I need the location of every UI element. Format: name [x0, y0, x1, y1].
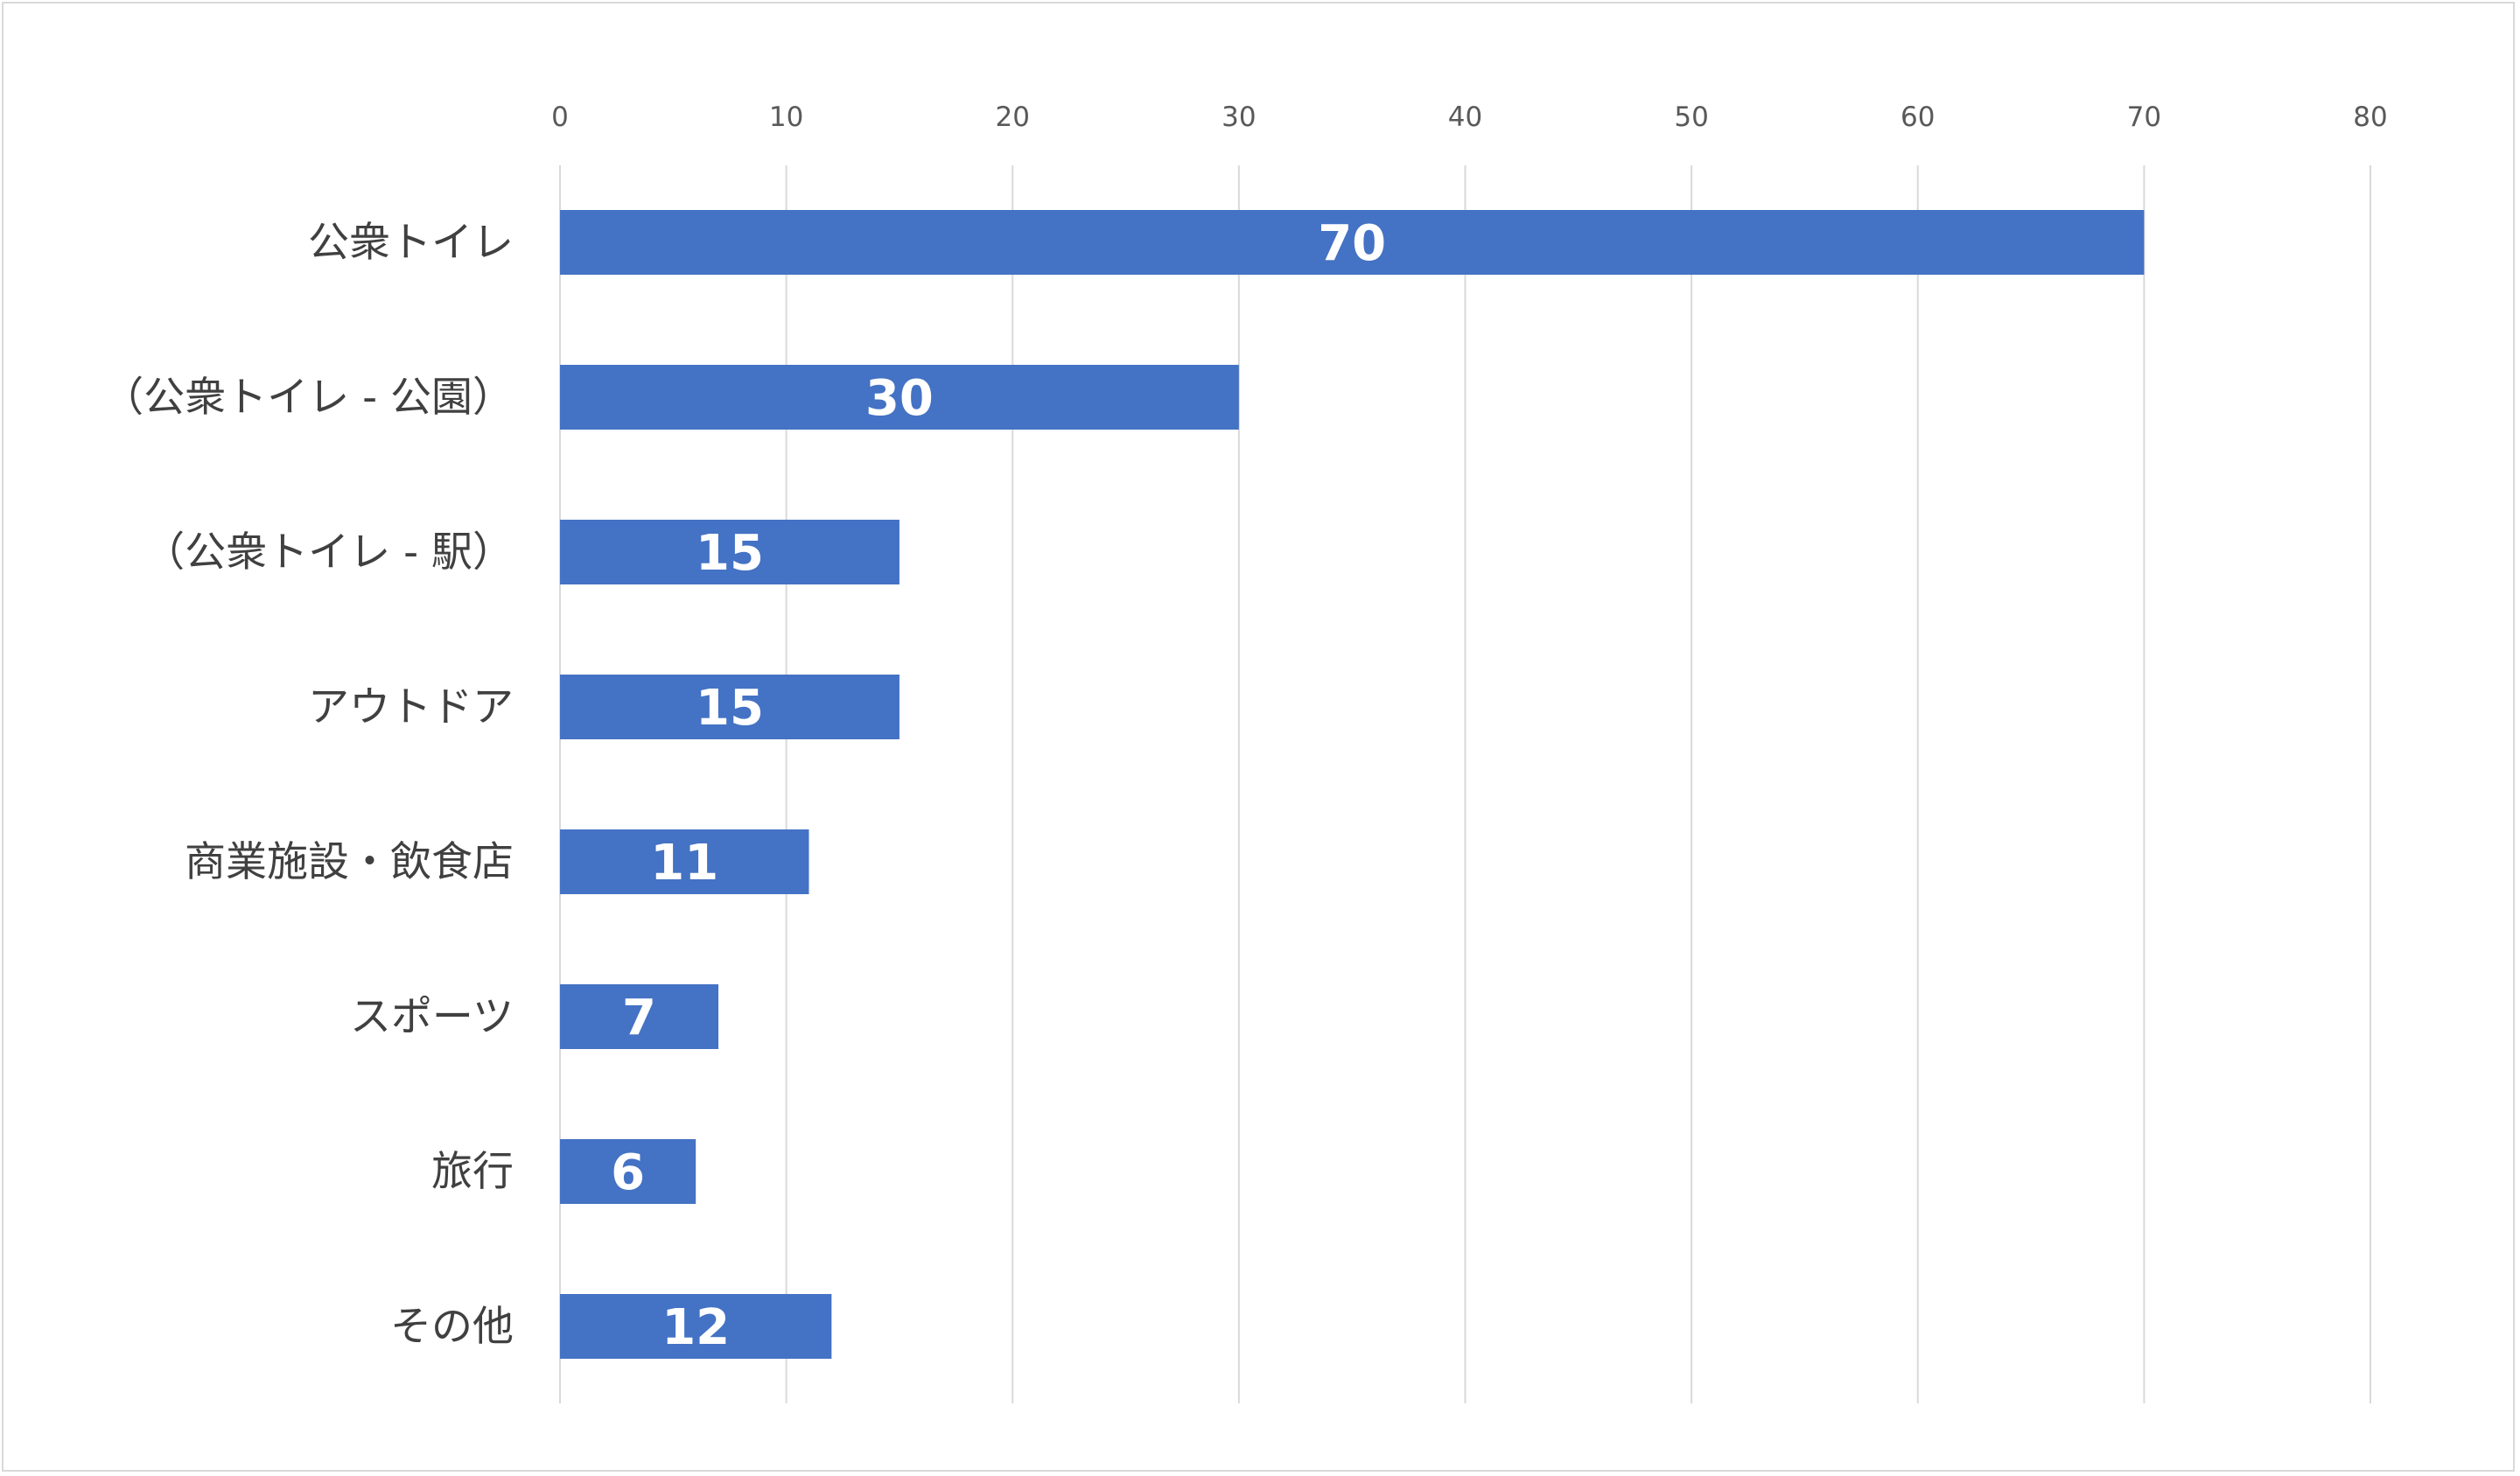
x-tick-label: 40: [1448, 101, 1482, 133]
x-tick-label: 60: [1900, 101, 1935, 133]
x-tick-label: 80: [2353, 101, 2387, 133]
x-axis-ticks: 0 10 20 30 40 50 60 70 80: [551, 101, 2388, 133]
data-label: 70: [1318, 215, 1386, 272]
category-label: （公衆トイレ - 駅）: [144, 528, 514, 577]
category-label: その他: [390, 1303, 514, 1351]
x-tick-label: 20: [996, 101, 1030, 133]
x-tick-label: 70: [2127, 101, 2161, 133]
category-label: 商業施設・飲食店: [185, 838, 514, 886]
data-label: 7: [622, 990, 656, 1046]
x-tick-label: 0: [551, 101, 569, 133]
bar: [560, 984, 719, 1049]
category-label: 旅行: [431, 1148, 514, 1196]
data-label: 30: [865, 370, 934, 427]
bar: [560, 365, 1239, 430]
bar: [560, 210, 2145, 275]
x-tick-label: 50: [1674, 101, 1708, 133]
bar: [560, 675, 900, 739]
data-label: 15: [696, 525, 764, 582]
bar: [560, 1139, 696, 1204]
bar: [560, 829, 809, 894]
category-label: アウトドア: [308, 683, 514, 731]
gridlines: [559, 165, 2371, 1403]
bar: [560, 1294, 832, 1359]
x-tick-label: 30: [1222, 101, 1256, 133]
x-tick-label: 10: [769, 101, 803, 133]
data-label: 6: [611, 1144, 645, 1201]
data-label: 11: [650, 835, 718, 892]
data-label: 15: [696, 680, 764, 737]
data-label: 12: [662, 1299, 730, 1356]
category-label: スポーツ: [350, 993, 514, 1041]
data-labels: 70 30 15 15 11 7 6 12: [611, 215, 1386, 1356]
category-label: （公衆トイレ - 公園）: [102, 374, 514, 422]
category-labels: 公衆トイレ （公衆トイレ - 公園） （公衆トイレ - 駅） アウトドア商業施設・飲食…: [102, 219, 514, 1351]
bar-chart: 0 10 20 30 40 50 60 70 80 公衆トイレ （公衆トイレ - 公園） （公衆トイ…: [102, 101, 2388, 1403]
category-label: 公衆トイレ: [308, 219, 514, 267]
bar: [560, 520, 900, 584]
bars: [560, 210, 2145, 1359]
